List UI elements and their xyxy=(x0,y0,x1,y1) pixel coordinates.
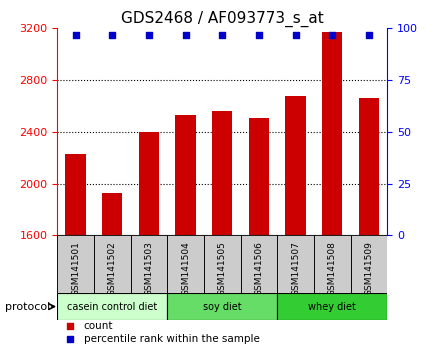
Point xyxy=(365,32,372,38)
Point xyxy=(182,32,189,38)
Text: GSM141501: GSM141501 xyxy=(71,241,80,296)
Text: percentile rank within the sample: percentile rank within the sample xyxy=(84,334,260,344)
Point xyxy=(67,336,74,342)
Text: whey diet: whey diet xyxy=(308,302,356,312)
Title: GDS2468 / AF093773_s_at: GDS2468 / AF093773_s_at xyxy=(121,11,323,27)
Bar xyxy=(167,293,277,320)
Point xyxy=(219,32,226,38)
Point xyxy=(145,32,152,38)
Bar xyxy=(241,235,277,293)
Bar xyxy=(94,235,131,293)
Text: count: count xyxy=(84,321,113,331)
Text: GSM141502: GSM141502 xyxy=(108,241,117,296)
Point xyxy=(255,32,262,38)
Bar xyxy=(277,235,314,293)
Text: GSM141508: GSM141508 xyxy=(328,241,337,296)
Point xyxy=(329,32,336,38)
Text: soy diet: soy diet xyxy=(203,302,242,312)
Bar xyxy=(314,235,351,293)
Bar xyxy=(212,111,232,235)
Text: GSM141507: GSM141507 xyxy=(291,241,300,296)
Text: GSM141505: GSM141505 xyxy=(218,241,227,296)
Bar xyxy=(102,193,122,235)
Point xyxy=(72,32,79,38)
Bar xyxy=(277,293,387,320)
Bar xyxy=(139,132,159,235)
Bar xyxy=(351,235,387,293)
Bar xyxy=(167,235,204,293)
Bar xyxy=(359,98,379,235)
Bar xyxy=(249,118,269,235)
Bar xyxy=(57,293,167,320)
Bar xyxy=(286,96,306,235)
Bar xyxy=(322,32,342,235)
Text: protocol: protocol xyxy=(4,302,50,312)
Point xyxy=(109,32,116,38)
Text: GSM141506: GSM141506 xyxy=(254,241,264,296)
Bar xyxy=(66,154,86,235)
Bar xyxy=(204,235,241,293)
Point xyxy=(67,323,74,329)
Bar xyxy=(176,115,196,235)
Bar xyxy=(131,235,167,293)
Bar xyxy=(57,235,94,293)
Text: casein control diet: casein control diet xyxy=(67,302,158,312)
Text: GSM141509: GSM141509 xyxy=(364,241,374,296)
Text: GSM141504: GSM141504 xyxy=(181,241,190,296)
Text: GSM141503: GSM141503 xyxy=(144,241,154,296)
Point xyxy=(292,32,299,38)
